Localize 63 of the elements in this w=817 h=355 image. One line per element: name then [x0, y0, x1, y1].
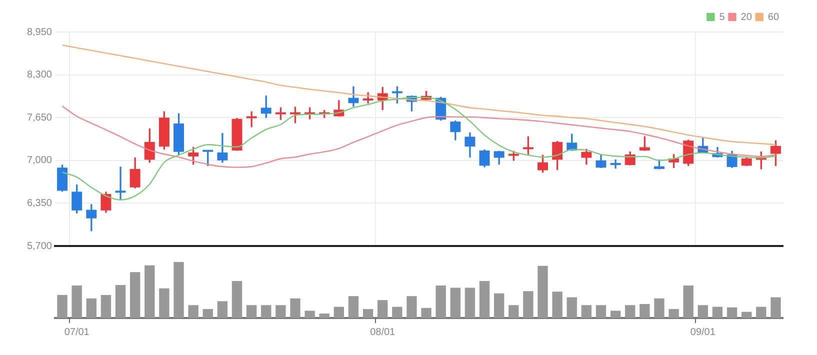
- bar: [261, 305, 272, 318]
- bar: [232, 281, 242, 318]
- y-tick-label: 7,650: [26, 112, 52, 124]
- bar: [392, 306, 402, 318]
- bar: [742, 312, 752, 318]
- bar: [566, 297, 577, 318]
- bar: [625, 305, 636, 318]
- bar: [464, 288, 476, 318]
- bar: [596, 305, 606, 318]
- bar: [144, 265, 155, 318]
- bar: [217, 301, 228, 318]
- bar: [698, 305, 708, 318]
- candlestick: [639, 136, 650, 151]
- bar: [436, 286, 446, 318]
- bar: [130, 272, 140, 318]
- y-tick-label: 6,350: [26, 198, 52, 209]
- bar: [726, 307, 738, 318]
- legend-label: 5: [719, 12, 726, 23]
- bar: [378, 300, 388, 318]
- bar: [174, 262, 184, 318]
- legend-label: 20: [740, 12, 752, 23]
- x-tick-label: 08/01: [370, 326, 396, 338]
- bar: [290, 298, 300, 318]
- bar: [581, 305, 592, 318]
- x-tick-label: 09/01: [690, 326, 716, 338]
- bar: [770, 297, 781, 318]
- bar: [406, 296, 417, 318]
- bar: [334, 306, 344, 318]
- bar: [159, 288, 170, 318]
- bar: [202, 309, 213, 318]
- bar: [188, 305, 198, 318]
- bar: [246, 305, 257, 318]
- bar: [319, 314, 330, 318]
- bar: [538, 266, 548, 318]
- bar: [100, 295, 112, 318]
- bar: [304, 310, 315, 318]
- bar: [523, 291, 534, 318]
- bar: [640, 304, 650, 318]
- bar: [421, 308, 432, 318]
- bar: [348, 296, 359, 318]
- bar: [57, 295, 68, 318]
- bar: [654, 298, 664, 318]
- bar: [86, 298, 96, 318]
- bar: [450, 288, 460, 318]
- bar: [668, 309, 679, 318]
- y-tick-label: 8,300: [26, 70, 52, 81]
- bar: [276, 305, 286, 318]
- y-tick-label: 7,000: [26, 155, 52, 166]
- y-tick-label: 5,700: [26, 240, 52, 252]
- x-tick-label: 07/01: [64, 326, 90, 338]
- bar: [479, 281, 490, 318]
- bar: [552, 292, 562, 318]
- bar: [683, 286, 694, 318]
- legend-label: 60: [768, 12, 780, 23]
- bar: [72, 286, 82, 318]
- bar: [362, 309, 374, 318]
- y-tick-label: 8,950: [26, 26, 52, 38]
- bar: [756, 306, 766, 318]
- bar: [712, 306, 723, 318]
- bar: [494, 293, 504, 318]
- bar: [508, 305, 519, 318]
- bar: [610, 310, 621, 318]
- bar: [115, 284, 126, 318]
